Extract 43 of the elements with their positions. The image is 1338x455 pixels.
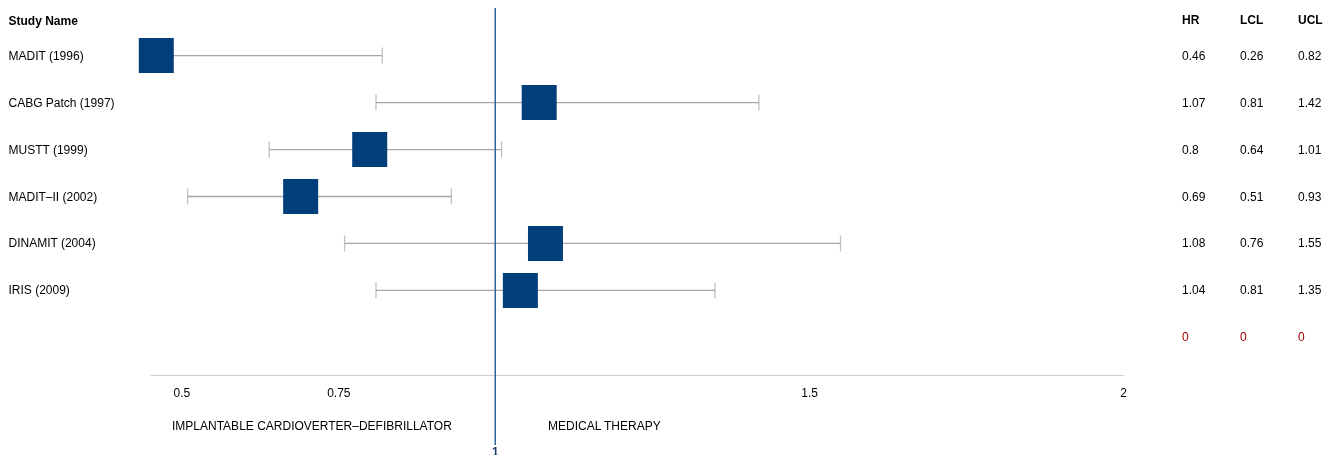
- text: HR: [1182, 13, 1200, 27]
- point: [283, 179, 319, 214]
- point: [502, 272, 538, 308]
- text: 0.8: [1182, 142, 1200, 157]
- text: IMPLANTABLE CARDIOVERTER–DEFIBRILLATOR: [172, 419, 453, 433]
- y-tick-label: DINAMIT (2004): [8, 236, 96, 251]
- text: LCL: [1240, 13, 1264, 27]
- point: [527, 225, 563, 261]
- text: 1.01: [1298, 142, 1322, 157]
- x-tick-label: 0.75: [327, 385, 351, 400]
- text: 0.76: [1240, 236, 1264, 251]
- text: 0.82: [1298, 48, 1322, 63]
- text: 0.51: [1240, 189, 1264, 204]
- text: 0.81: [1240, 95, 1264, 110]
- point: [352, 132, 388, 168]
- text: UCL: [1298, 13, 1323, 27]
- point: [521, 85, 557, 121]
- text: 1.08: [1182, 236, 1206, 251]
- text: 0: [1298, 330, 1305, 345]
- x-tick-label: 1.5: [801, 385, 819, 400]
- text: 1.07: [1182, 95, 1206, 110]
- text: 1.42: [1298, 95, 1322, 110]
- y-tick-label: CABG Patch (1997): [8, 95, 115, 110]
- y-tick-label: IRIS (2009): [8, 283, 70, 298]
- y-tick-label: MADIT (1996): [8, 48, 84, 63]
- text: 0: [1182, 330, 1189, 345]
- text: 0.93: [1298, 189, 1322, 204]
- text: 0: [1240, 330, 1247, 345]
- text: 1.35: [1298, 283, 1322, 298]
- text: 0.69: [1182, 189, 1206, 204]
- text: 0.26: [1240, 48, 1264, 63]
- y-tick-label: MADIT–II (2002): [8, 189, 98, 204]
- x-tick-label: 0.5: [173, 385, 191, 400]
- y-axis-title: Study Name: [8, 13, 79, 28]
- text: 1.04: [1182, 283, 1206, 298]
- text: MEDICAL THERAPY: [548, 419, 661, 433]
- text: 0.81: [1240, 283, 1264, 298]
- point: [138, 38, 174, 74]
- text: 1.55: [1298, 236, 1322, 251]
- text: 0.64: [1240, 142, 1264, 157]
- x-tick-label: 2: [1120, 385, 1128, 400]
- y-tick-label: MUSTT (1999): [8, 142, 88, 157]
- text: 0.46: [1182, 48, 1206, 63]
